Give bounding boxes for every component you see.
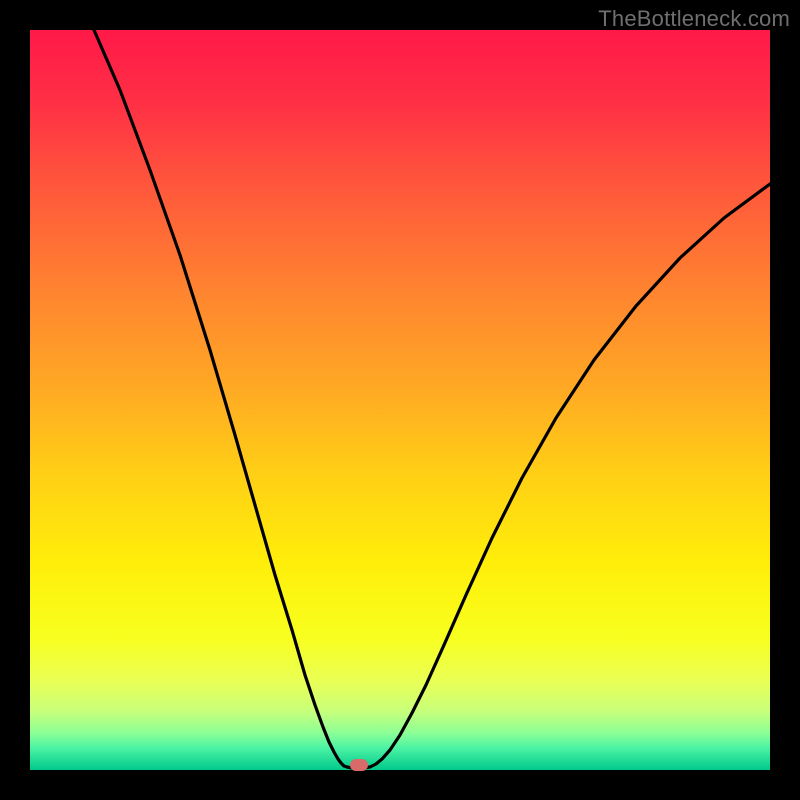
optimal-point-marker	[350, 759, 368, 771]
background-gradient	[30, 30, 770, 770]
plot-area	[30, 30, 770, 770]
outer-frame: TheBottleneck.com	[0, 0, 800, 800]
watermark-text: TheBottleneck.com	[598, 6, 790, 32]
